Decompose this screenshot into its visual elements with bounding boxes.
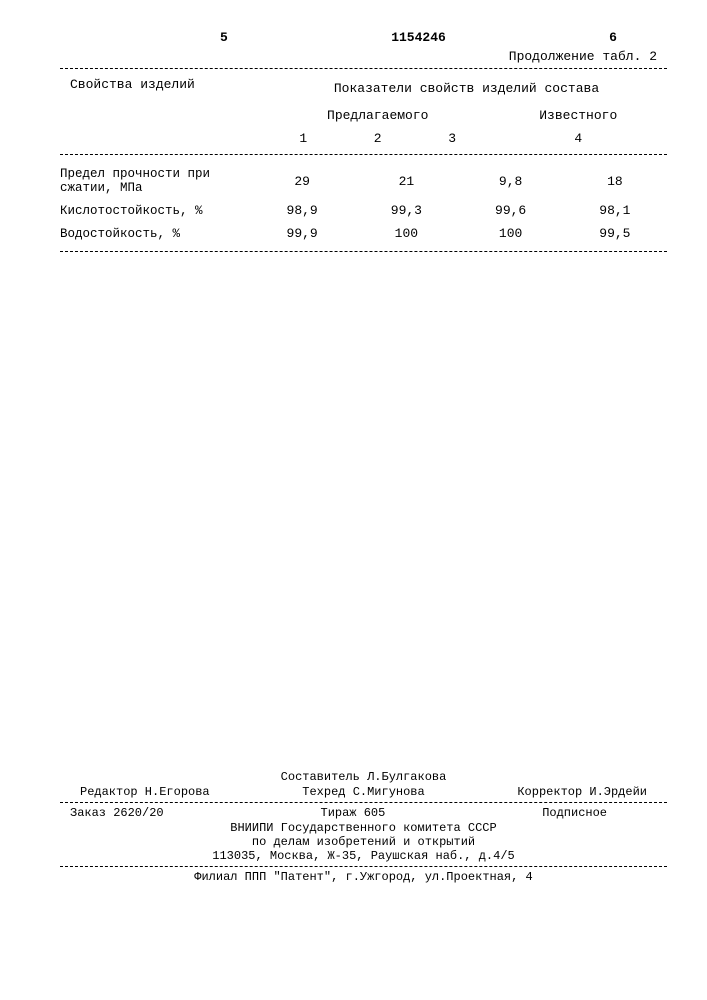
row-label: Кислотостойкость, % [60, 199, 250, 222]
tirazh: Тираж 605 [321, 806, 386, 820]
cell: 21 [354, 163, 458, 199]
page-number-right: 6 [609, 30, 617, 45]
cell: 98,1 [563, 199, 667, 222]
org-line-2: по делам изобретений и открытий [60, 835, 667, 849]
properties-table-body: Предел прочности при сжатии, МПа 29 21 9… [60, 163, 667, 245]
properties-table: Свойства изделий Показатели свойств изде… [60, 73, 667, 150]
cell: 29 [250, 163, 354, 199]
row-label: Водостойкость, % [60, 222, 250, 245]
cell: 100 [459, 222, 563, 245]
address-line: 113035, Москва, Ж-35, Раушская наб., д.4… [60, 849, 667, 863]
page-header-numbers: 5 1154246 6 [60, 30, 667, 45]
credits-line: Редактор Н.Егорова Техред С.Мигунова Кор… [60, 785, 667, 799]
table-row: Кислотостойкость, % 98,9 99,3 99,6 98,1 [60, 199, 667, 222]
col-num: 1 [266, 127, 340, 150]
col-num: 2 [340, 127, 414, 150]
subheader-proposed: Предлагаемого [266, 104, 489, 127]
podpisnoe: Подписное [542, 806, 607, 820]
cell: 99,9 [250, 222, 354, 245]
divider [60, 68, 667, 69]
editor: Редактор Н.Егорова [80, 785, 210, 799]
org-line-1: ВНИИПИ Государственного комитета СССР [60, 821, 667, 835]
table-row: Водостойкость, % 99,9 100 100 99,5 [60, 222, 667, 245]
divider [60, 866, 667, 867]
corrector: Корректор И.Эрдейи [517, 785, 647, 799]
document-number: 1154246 [391, 30, 446, 45]
order-line: Заказ 2620/20 Тираж 605 Подписное [60, 806, 667, 820]
imprint-block: Составитель Л.Булгакова Редактор Н.Егоро… [60, 770, 667, 884]
compiler-line: Составитель Л.Булгакова [60, 770, 667, 784]
techred: Техред С.Мигунова [302, 785, 424, 799]
cell: 99,5 [563, 222, 667, 245]
cell: 100 [354, 222, 458, 245]
cell: 99,3 [354, 199, 458, 222]
cell: 9,8 [459, 163, 563, 199]
divider [60, 251, 667, 252]
col-header-properties: Свойства изделий [60, 73, 266, 150]
table-row: Предел прочности при сжатии, МПа 29 21 9… [60, 163, 667, 199]
col-header-group: Показатели свойств изделий состава [266, 73, 667, 104]
col-num: 4 [489, 127, 667, 150]
divider [60, 802, 667, 803]
branch-line: Филиал ППП "Патент", г.Ужгород, ул.Проек… [60, 870, 667, 884]
page: 5 1154246 6 Продолжение табл. 2 Свойства… [0, 0, 707, 1000]
page-number-left: 5 [220, 30, 228, 45]
divider [60, 154, 667, 155]
cell: 98,9 [250, 199, 354, 222]
cell: 18 [563, 163, 667, 199]
row-label: Предел прочности при сжатии, МПа [60, 163, 250, 199]
table-continuation-label: Продолжение табл. 2 [60, 49, 667, 64]
cell: 99,6 [459, 199, 563, 222]
order-number: Заказ 2620/20 [70, 806, 164, 820]
col-num: 3 [415, 127, 490, 150]
subheader-known: Известного [489, 104, 667, 127]
